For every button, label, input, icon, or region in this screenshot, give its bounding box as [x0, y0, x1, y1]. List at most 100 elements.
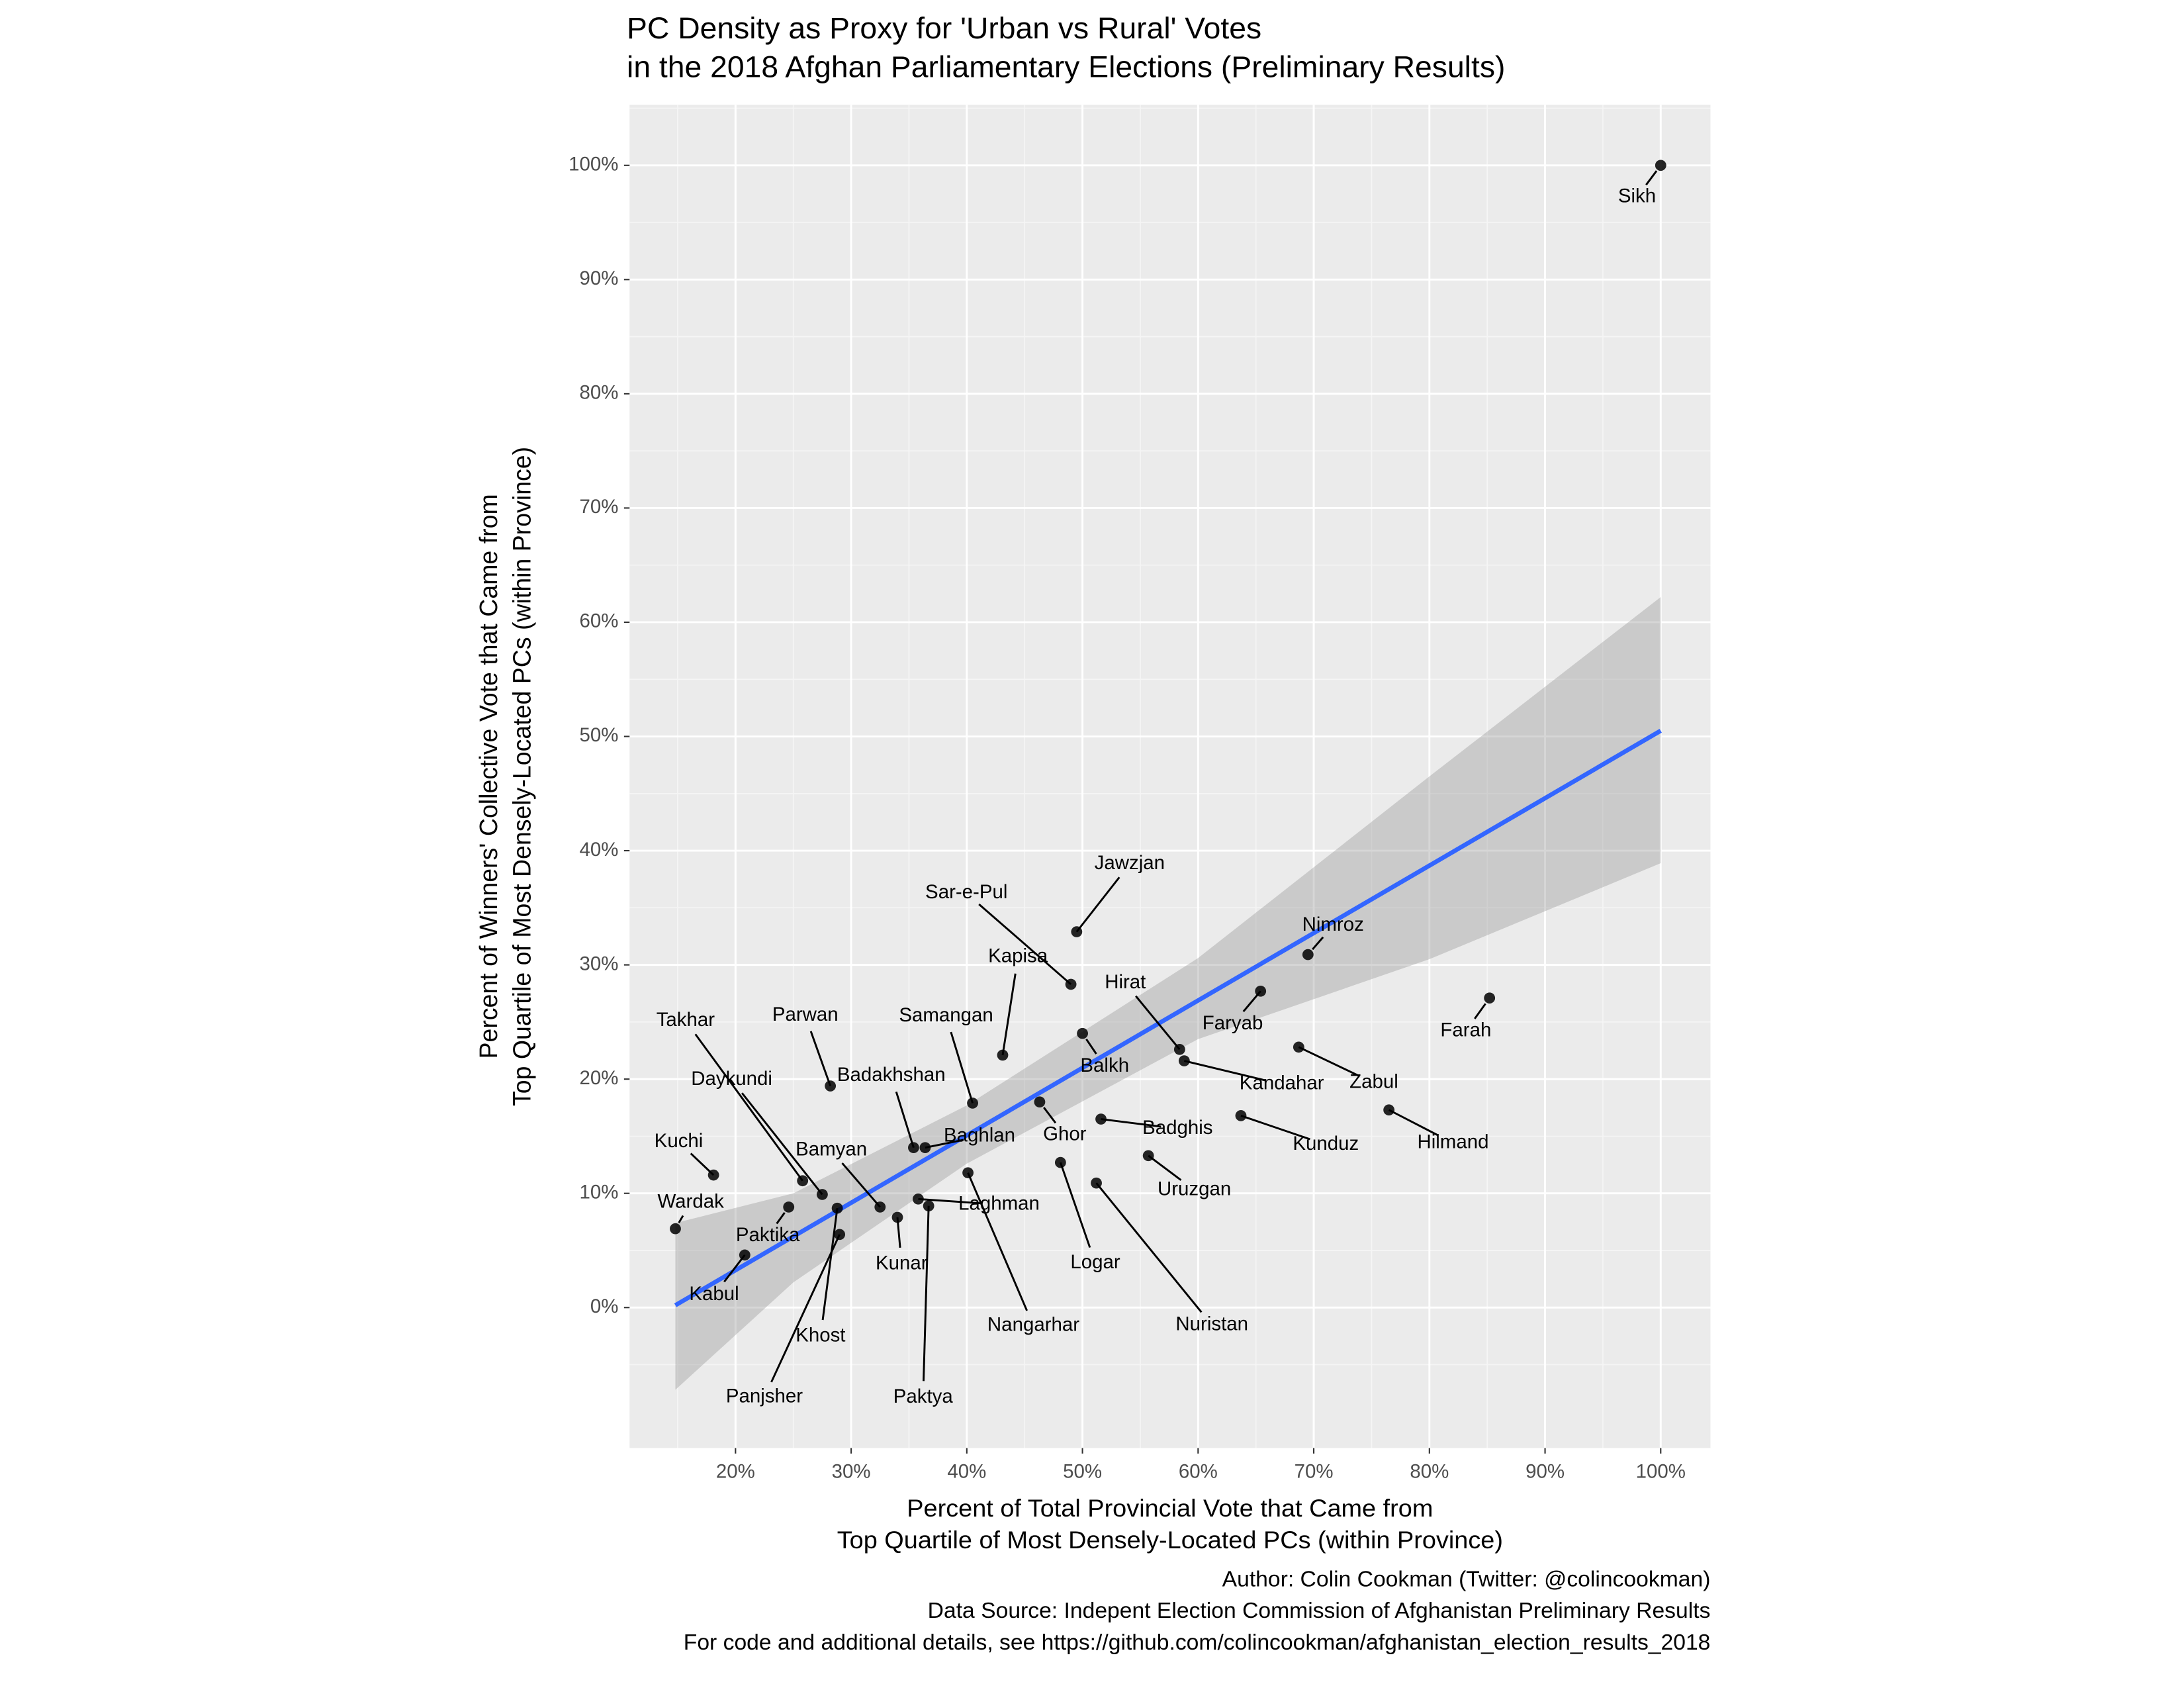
leader-line	[841, 1162, 881, 1208]
point	[891, 1211, 903, 1223]
leader-line	[809, 1031, 832, 1087]
point	[1235, 1110, 1247, 1121]
leader-line	[821, 1207, 839, 1321]
point-label: Kunar	[876, 1252, 928, 1274]
x-axis-title: Top Quartile of Most Densely-Located PCs…	[837, 1526, 1503, 1554]
point	[834, 1229, 846, 1241]
point-label: Nangarhar	[987, 1314, 1079, 1336]
leader-line	[694, 1033, 803, 1182]
point-label: Badghis	[1142, 1117, 1212, 1139]
point-label: Paktya	[893, 1385, 954, 1407]
point-label: Baghlan	[944, 1125, 1015, 1147]
point	[831, 1202, 843, 1214]
y-tick-label: 70%	[580, 496, 619, 518]
caption: Author: Colin Cookman (Twitter: @colinco…	[1222, 1567, 1711, 1591]
leader-line	[1135, 995, 1181, 1051]
point	[797, 1175, 809, 1187]
leader-line	[741, 1092, 823, 1196]
x-tick-label: 50%	[1063, 1461, 1102, 1483]
x-tick-label: 30%	[832, 1461, 871, 1483]
leader-line	[925, 1139, 964, 1149]
y-tick-label: 40%	[580, 839, 619, 861]
point	[1178, 1055, 1190, 1066]
point-label: Balkh	[1080, 1055, 1129, 1076]
point	[967, 1098, 978, 1109]
x-tick-label: 100%	[1636, 1461, 1686, 1483]
y-axis-title: Top Quartile of Most Densely-Located PCs…	[508, 447, 535, 1106]
point-label: Jawzjan	[1095, 852, 1165, 874]
leader-line	[950, 1031, 974, 1103]
point	[874, 1201, 886, 1213]
point	[1293, 1041, 1304, 1053]
x-tick-label: 80%	[1410, 1461, 1449, 1483]
point	[1383, 1104, 1395, 1116]
plot-panel	[629, 105, 1711, 1448]
y-tick-label: 0%	[590, 1295, 619, 1317]
leader-line	[776, 1212, 786, 1225]
leader-line	[918, 1197, 983, 1205]
point-label: Wardak	[657, 1190, 724, 1212]
point-label: Bamyan	[796, 1139, 867, 1160]
y-axis-title: Percent of Winners' Collective Vote that…	[475, 494, 502, 1058]
leader-line	[923, 1205, 930, 1382]
x-tick-label: 90%	[1525, 1461, 1565, 1483]
point-label: Daykundi	[691, 1068, 772, 1090]
y-tick-label: 10%	[580, 1182, 619, 1203]
leader-line	[678, 1215, 684, 1223]
leader-line	[1184, 1060, 1266, 1082]
point	[707, 1169, 719, 1181]
point	[923, 1200, 934, 1212]
leader-line	[1075, 876, 1120, 933]
point-label: Parwan	[772, 1004, 839, 1025]
caption: Data Source: Indepent Election Commissio…	[928, 1599, 1711, 1623]
point-label: Badakhshan	[837, 1064, 946, 1086]
point	[962, 1167, 974, 1178]
point-label: Nimroz	[1302, 914, 1364, 935]
leader-line	[1043, 1107, 1057, 1124]
point-label: Logar	[1070, 1251, 1120, 1273]
point	[670, 1223, 681, 1235]
x-tick-label: 20%	[716, 1461, 755, 1483]
x-tick-label: 60%	[1179, 1461, 1218, 1483]
y-tick-label: 100%	[569, 154, 618, 175]
leader-line	[1645, 170, 1658, 186]
leader-line	[1298, 1046, 1359, 1077]
point-label: Samangan	[899, 1004, 993, 1026]
leader-line	[770, 1234, 841, 1383]
point-label: Kapisa	[988, 945, 1048, 967]
point-label: Laghman	[958, 1193, 1040, 1215]
point	[1484, 992, 1496, 1004]
point	[1065, 978, 1077, 990]
point	[1034, 1096, 1046, 1108]
y-tick-label: 50%	[580, 724, 619, 746]
x-tick-label: 40%	[947, 1461, 986, 1483]
leader-line	[1148, 1154, 1182, 1181]
point	[739, 1249, 751, 1261]
point	[1655, 160, 1666, 171]
point	[997, 1049, 1009, 1061]
leader-line	[1474, 1003, 1486, 1019]
y-tick-label: 30%	[580, 953, 619, 974]
confidence-band	[675, 597, 1661, 1390]
point	[1255, 985, 1267, 997]
point-label: Khost	[796, 1325, 845, 1346]
y-tick-label: 90%	[580, 267, 619, 289]
chart-title: in the 2018 Afghan Parliamentary Electio…	[627, 49, 1505, 83]
leader-line	[1312, 936, 1324, 951]
point-label: Sar-e-Pul	[925, 881, 1007, 903]
y-tick-label: 80%	[580, 382, 619, 404]
point	[1173, 1043, 1185, 1055]
leader-line	[978, 903, 1072, 986]
point	[1095, 1113, 1107, 1125]
point-label: Sikh	[1618, 185, 1656, 207]
chart-title: PC Density as Proxy for 'Urban vs Rural'…	[627, 11, 1261, 45]
caption: For code and additional details, see htt…	[684, 1630, 1711, 1655]
x-tick-label: 70%	[1295, 1461, 1334, 1483]
point-label: Panjsher	[726, 1385, 803, 1407]
point-label: Kuchi	[655, 1130, 704, 1152]
point	[1091, 1177, 1102, 1189]
point-label: Uruzgan	[1158, 1178, 1231, 1200]
leader-line	[1240, 1115, 1310, 1141]
